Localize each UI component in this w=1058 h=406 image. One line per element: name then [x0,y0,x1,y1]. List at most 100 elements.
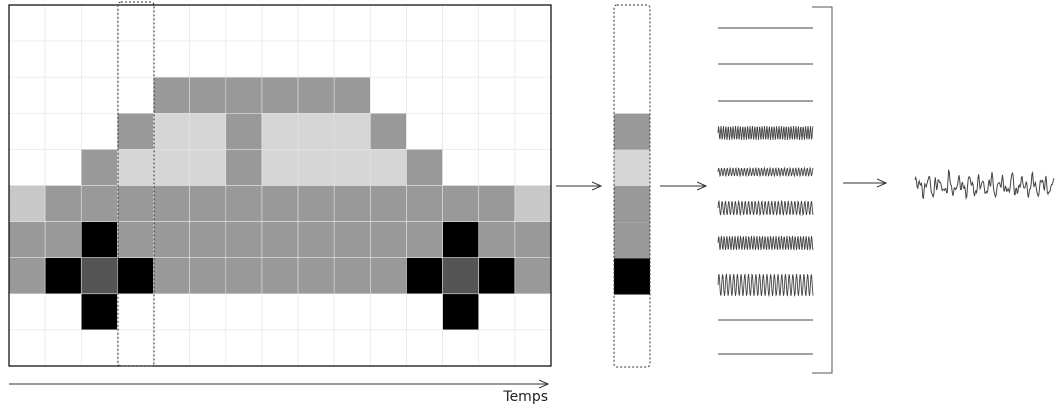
pixel [442,4,480,42]
pixel-image [8,4,552,367]
pixel [478,113,516,150]
pixel [297,221,335,259]
pixel [406,40,443,78]
pixel [117,40,154,78]
pixel [514,185,552,222]
pixel [370,329,407,367]
pixel [153,76,190,114]
pixel [442,185,480,222]
column-cell [614,149,650,186]
pixel [514,329,552,367]
pixel [261,221,299,259]
pixel [370,113,407,150]
pixel [225,4,263,42]
pixel [406,293,443,331]
column-cell [614,258,650,295]
pixel [189,4,227,42]
image-frame [8,4,552,367]
pixel [189,293,227,331]
pixel [370,40,407,78]
column-cell [614,41,650,78]
pixel [478,4,516,42]
pixel [442,329,480,367]
pixel [44,185,82,222]
pixel [261,293,299,331]
column-cell [614,77,650,114]
pixel [478,257,516,295]
pixel [153,329,190,367]
pixel [189,113,227,150]
column-cell [614,222,650,259]
pixel [297,113,335,150]
pixel [333,76,371,114]
pixel [189,257,227,295]
pixel [514,149,552,186]
pixel [370,4,407,42]
pixel [333,329,371,367]
pixel [117,329,154,367]
pixel [297,149,335,186]
pixel [297,40,335,78]
oscillator-wave [717,166,814,178]
pixel [261,185,299,222]
pixel [406,221,443,259]
pixel [442,293,480,331]
pixel [225,221,263,259]
pixel [514,76,552,114]
pixel [406,4,443,42]
pixel [442,257,480,295]
pixel [478,40,516,78]
pixel [8,113,46,150]
pixel [333,185,371,222]
pixel [44,257,82,295]
pixel [442,40,480,78]
output-waveform [914,168,1055,200]
pixel [189,40,227,78]
pixel [478,76,516,114]
pixel [189,329,227,367]
oscillator-wave [717,199,814,217]
pixel [297,329,335,367]
pixel [80,76,118,114]
oscillator-wave [717,125,814,141]
pixel [478,185,516,222]
pixel [117,113,154,150]
pixel [370,76,407,114]
pixel [8,329,46,367]
pixel [117,221,154,259]
pixel [478,221,516,259]
pixel [333,221,371,259]
column-cell [614,5,650,42]
pixel [370,257,407,295]
column-frame [613,4,651,368]
pixel [117,76,154,114]
oscillator-wave [717,235,814,251]
pixel [80,293,118,331]
pixel [80,149,118,186]
pixel [297,293,335,331]
pixel [80,221,118,259]
pixel [153,257,190,295]
column-cell [614,294,650,331]
pixel [370,185,407,222]
pixel [333,40,371,78]
pixel [406,257,443,295]
oscillator-wave [717,272,814,298]
pixel [261,257,299,295]
pixel [8,149,46,186]
pixel [8,185,46,222]
pixel [44,221,82,259]
pixel [406,76,443,114]
pixel [225,40,263,78]
pixel [225,149,263,186]
pixel [406,185,443,222]
pixel [442,221,480,259]
pixel [225,257,263,295]
pixel [8,221,46,259]
pixel [8,293,46,331]
pixel [406,329,443,367]
pixel [514,113,552,150]
pixel [442,76,480,114]
pixel [80,4,118,42]
